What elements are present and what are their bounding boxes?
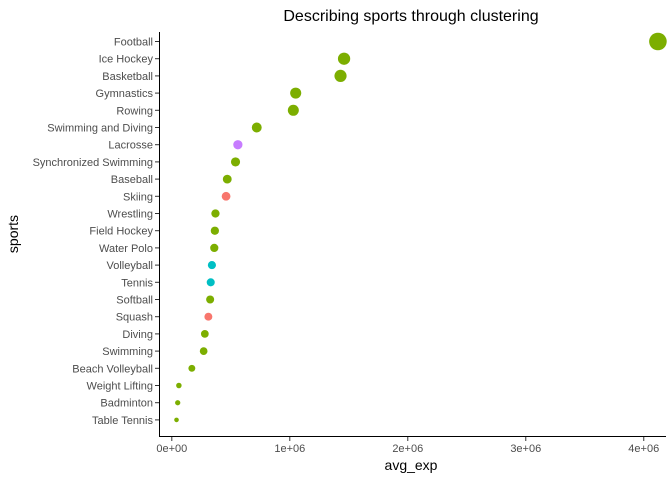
x-tick-label: 0e+00 bbox=[156, 443, 187, 455]
data-point bbox=[211, 209, 220, 218]
data-point bbox=[210, 243, 219, 253]
y-tick-label: Volleyball bbox=[107, 260, 153, 272]
data-point bbox=[230, 157, 241, 167]
data-point bbox=[199, 347, 208, 355]
data-point bbox=[221, 191, 231, 201]
data-point bbox=[206, 278, 215, 287]
data-point bbox=[222, 174, 232, 184]
y-tick-label: Weight Lifting bbox=[87, 381, 153, 393]
y-tick-label: Diving bbox=[122, 329, 153, 341]
plot-area: Football Ice Hockey Basketball Gymnastics Ro… bbox=[33, 32, 667, 455]
y-tick-label: Swimming bbox=[102, 346, 153, 358]
data-point bbox=[206, 295, 215, 304]
y-tick-label: Lacrosse bbox=[108, 140, 153, 152]
y-tick-label: Synchronized Swimming bbox=[33, 157, 153, 169]
x-tick-label: 3e+06 bbox=[510, 443, 541, 455]
y-tick-label: Football bbox=[114, 37, 153, 49]
y-tick-label: Softball bbox=[116, 295, 153, 307]
data-point bbox=[207, 261, 216, 270]
data-point bbox=[204, 312, 213, 321]
y-tick-label: Swimming and Diving bbox=[47, 123, 153, 135]
y-tick-label: Wrestling bbox=[107, 209, 153, 221]
data-point bbox=[233, 140, 243, 150]
y-tick-label: Beach Volleyball bbox=[72, 363, 153, 375]
data-point bbox=[176, 382, 182, 389]
data-point bbox=[188, 364, 196, 372]
y-tick-label: Table Tennis bbox=[92, 415, 153, 427]
data-point bbox=[174, 417, 179, 423]
y-tick-label: Tennis bbox=[121, 277, 153, 289]
x-tick-label: 4e+06 bbox=[628, 443, 659, 455]
x-axis-ticks: 0e+00 1e+06 2e+06 3e+06 4e+06 bbox=[156, 437, 659, 455]
y-tick-label: Ice Hockey bbox=[99, 54, 154, 66]
data-point bbox=[210, 226, 220, 235]
data-point bbox=[649, 32, 667, 51]
y-tick-label: Skiing bbox=[123, 191, 153, 203]
x-axis-title: avg_exp bbox=[385, 457, 438, 473]
data-point bbox=[334, 69, 347, 82]
data-point bbox=[287, 104, 299, 116]
y-tick-label: Gymnastics bbox=[96, 88, 154, 100]
y-tick-label: Water Polo bbox=[99, 243, 153, 255]
y-tick-label: Field Hockey bbox=[89, 226, 153, 238]
data-points bbox=[174, 32, 667, 423]
x-tick-label: 1e+06 bbox=[274, 443, 305, 455]
y-axis-title: sports bbox=[5, 215, 21, 253]
y-axis-ticks: Football Ice Hockey Basketball Gymnastics Ro… bbox=[33, 37, 159, 427]
data-point bbox=[175, 400, 181, 406]
x-tick-label: 2e+06 bbox=[392, 443, 423, 455]
data-point bbox=[251, 122, 262, 133]
data-point bbox=[337, 52, 351, 65]
data-point bbox=[200, 330, 209, 338]
y-tick-label: Squash bbox=[116, 312, 153, 324]
data-point bbox=[290, 87, 302, 99]
chart-title: Describing sports through clustering bbox=[283, 8, 538, 25]
y-tick-label: Rowing bbox=[116, 105, 153, 117]
y-tick-label: Basketball bbox=[102, 71, 153, 83]
y-tick-label: Badminton bbox=[100, 398, 153, 410]
y-tick-label: Baseball bbox=[111, 174, 153, 186]
